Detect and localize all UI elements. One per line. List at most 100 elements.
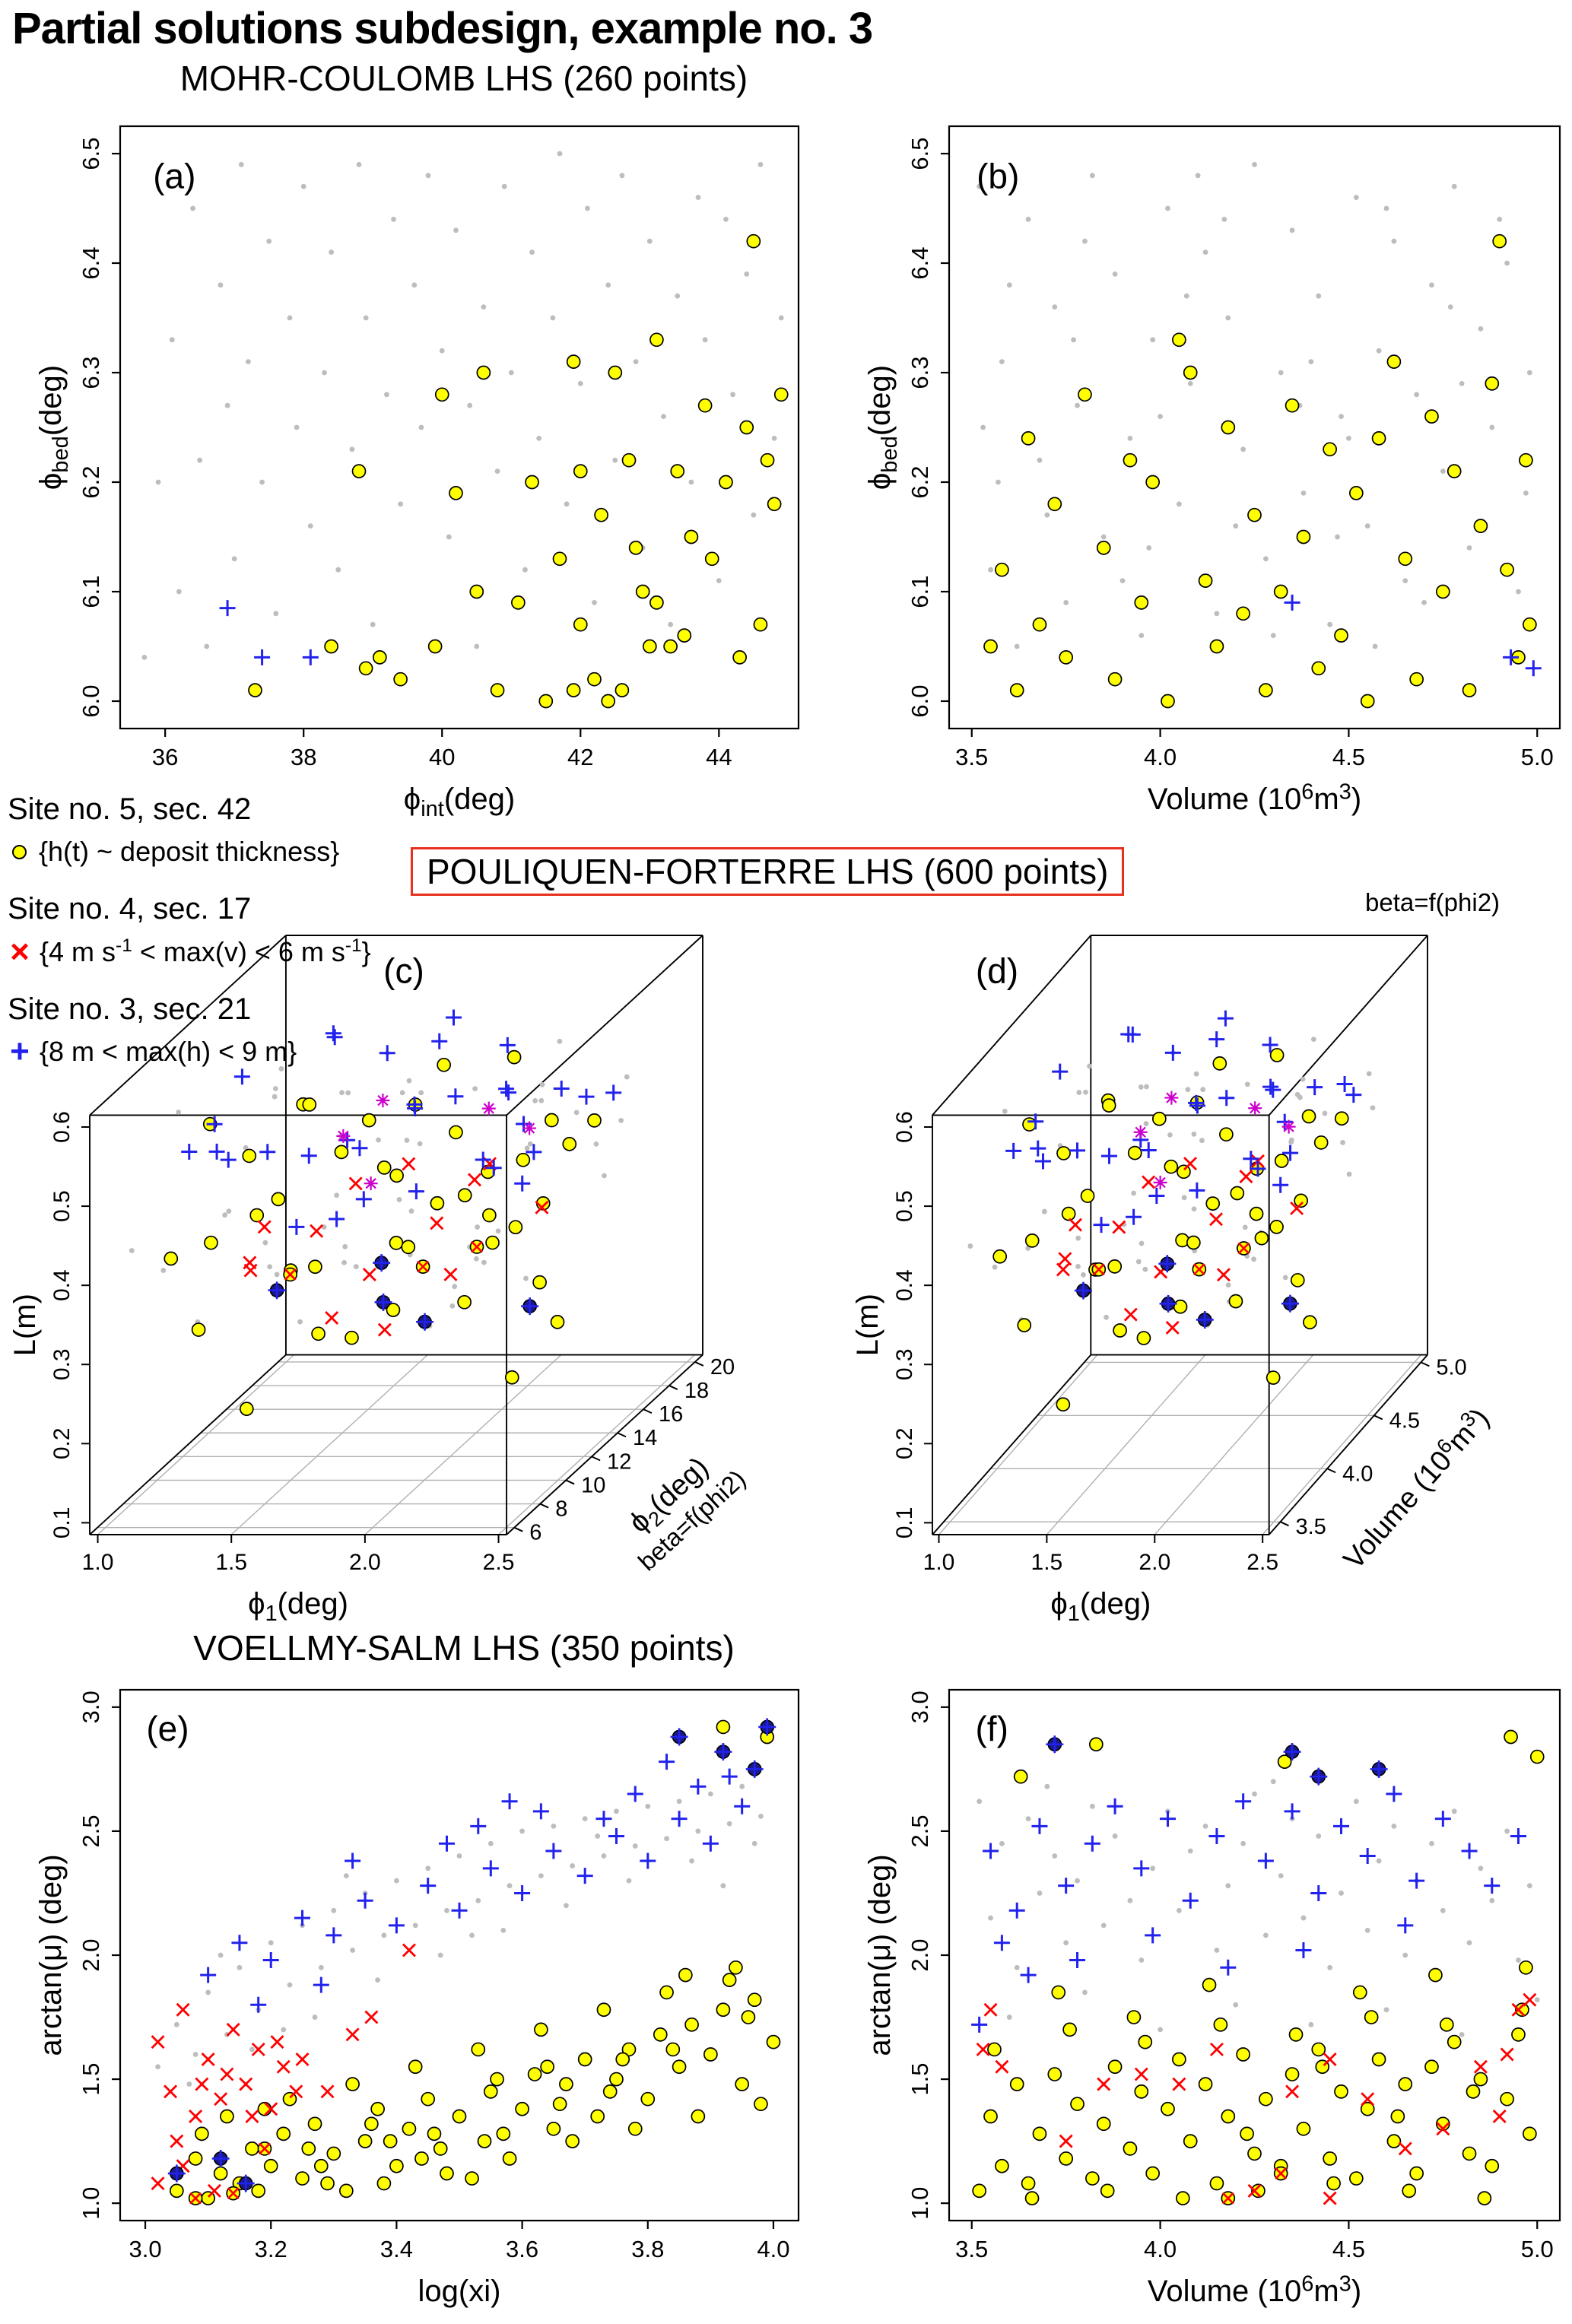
x-tick-label: 42: [567, 744, 593, 770]
x-tick-label: 4.5: [1332, 744, 1365, 770]
z-tick-label: 0.5: [49, 1190, 75, 1222]
depth-tick-label: 14: [633, 1426, 657, 1450]
z-tick-label: 0.4: [892, 1269, 917, 1301]
series-site5: [972, 1729, 1545, 2205]
legend-site3-desc: {8 m < max(h) < 9 m}: [40, 1036, 297, 1067]
legend-item-site4: Site no. 4, sec. 17 × {4 m s-1 < max(v) …: [8, 892, 433, 968]
z-axis-label: L(m): [11, 1294, 42, 1356]
series-site35: [268, 1254, 539, 1331]
x-tick-label: 4.0: [1144, 2236, 1177, 2262]
z-tick-label: 0.6: [49, 1111, 75, 1143]
x-axis-label: ϕ1(deg): [1050, 1587, 1151, 1626]
y-tick-label: 2.5: [907, 1814, 933, 1847]
series-site5: [983, 233, 1537, 709]
series-site5: [169, 1719, 781, 2205]
z-tick-label: 0.5: [892, 1190, 917, 1222]
z-tick-label: 0.3: [892, 1348, 917, 1380]
scatter-plot-f: 3.5 4.0 4.5 5.0 1.0 1.5 2.0 2.5 3.0 Volume (106m3…: [863, 1688, 1561, 2308]
depth-tick-label: 12: [607, 1449, 631, 1474]
figure-title: Partial solutions subdesign, example no.…: [12, 4, 873, 53]
z-tick-label: 0.3: [49, 1348, 75, 1380]
legend-site4-desc: {4 m s-1 < max(v) < 6 m s-1}: [40, 935, 371, 967]
x-tick-label: 4.0: [1144, 744, 1177, 770]
x-axis-label: ϕ1(deg): [248, 1587, 348, 1626]
section-title-pouliquen-forterre: POULIQUEN-FORTERRE LHS (600 points): [411, 847, 1125, 896]
y-tick-label: 6.3: [907, 356, 933, 389]
series-site45: [188, 2141, 272, 2205]
x-tick-label: 2.5: [483, 1550, 515, 1575]
y-axis-label: arctan(μ) (deg): [863, 1854, 897, 2056]
depth-tick-label: 10: [581, 1473, 605, 1497]
x-tick-label: 3.5: [955, 2236, 988, 2262]
depth-tick-label: 3.5: [1295, 1515, 1326, 1539]
depth-tick-label: 16: [659, 1402, 683, 1427]
y-tick-label: 1.5: [907, 2063, 933, 2096]
scatter3d-plot-d: 1.0 1.5 2.0 2.5 0.1 0.2 0.3 0.4 0.5 0.6 3.5 4.0 4.5 5…: [853, 935, 1496, 1626]
panel-label: (a): [153, 156, 195, 195]
depth-tick-label: 5.0: [1436, 1355, 1466, 1379]
y-tick-label: 1.5: [78, 2063, 104, 2096]
x-axis-label: Volume (106m3): [1148, 779, 1361, 816]
plot-box: [948, 1688, 1561, 2222]
series-site5: [248, 233, 789, 709]
depth-tick-label: 18: [684, 1379, 709, 1403]
deposit-thickness-circle-icon: [12, 844, 27, 859]
x-tick-label: 3.8: [631, 2236, 664, 2262]
y-tick-label: 3.0: [907, 1691, 933, 1723]
y-tick-label: 2.0: [907, 1938, 933, 1971]
z-tick-label: 0.2: [49, 1427, 75, 1459]
series-site45: [283, 1240, 484, 1282]
series-site45: [1091, 1241, 1251, 1277]
depth-tick-label: 20: [710, 1355, 735, 1379]
series-site5: [164, 1049, 602, 1416]
y-tick-label: 1.0: [78, 2187, 104, 2220]
y-tick-label: 6.4: [78, 246, 104, 279]
scatter-plot-a: 36 38 40 42 44 6.0 6.1 6.2 6.3 6.4 6.5 ϕint(deg) ϕbe…: [34, 125, 800, 821]
y-axis-label: ϕbed(deg): [34, 365, 73, 490]
series-site3: [1005, 1010, 1362, 1233]
velocity-x-marker-icon: ×: [10, 932, 30, 970]
y-axis-label: ϕbed(deg): [863, 365, 902, 490]
series-site4: [243, 1157, 549, 1337]
x-tick-label: 3.2: [255, 2236, 287, 2262]
y-tick-label: 6.2: [78, 465, 104, 498]
series-design: [155, 1783, 764, 2087]
legend-site3-label: Site no. 3, sec. 21: [8, 992, 252, 1026]
series-site34: [1133, 1091, 1296, 1189]
series-site3: [200, 1754, 751, 2013]
depth-tick-label: 4.0: [1342, 1462, 1373, 1486]
z-tick-label: 0.4: [49, 1269, 75, 1301]
x-tick-label: 1.0: [82, 1550, 114, 1575]
x-tick-label: 1.5: [1031, 1550, 1063, 1575]
y-tick-label: 3.0: [78, 1691, 104, 1723]
depth-tick-label: 6: [529, 1521, 541, 1545]
y-tick-label: 6.5: [907, 137, 933, 170]
series-site3: [219, 600, 319, 665]
y-axis-label: arctan(μ) (deg): [34, 1854, 68, 2056]
x-tick-label: 4.0: [757, 2236, 789, 2262]
plot-box: [948, 125, 1561, 730]
y-tick-label: 6.0: [907, 684, 933, 717]
x-tick-label: 44: [706, 744, 732, 770]
panel-label: (d): [976, 951, 1018, 991]
series-site3: [181, 1009, 622, 1235]
scatter-plot-b: 3.5 4.0 4.5 5.0 6.0 6.1 6.2 6.3 6.4 6.5 Volume (10…: [863, 125, 1561, 816]
legend-site4-label: Site no. 4, sec. 17: [8, 892, 252, 925]
y-tick-label: 6.5: [78, 137, 104, 170]
series-design: [141, 151, 784, 660]
y-tick-label: 6.1: [907, 575, 933, 608]
y-tick-label: 6.3: [78, 356, 104, 389]
series-design: [129, 1038, 630, 1329]
legend-item-site3: Site no. 3, sec. 21 + {8 m < max(h) < 9 …: [8, 992, 433, 1068]
plot-box: [119, 125, 800, 730]
scatter3d-plot-c: 1.0 1.5 2.0 2.5 0.1 0.2 0.3 0.4 0.5 0.6 68 10121416…: [11, 935, 751, 1626]
series-site3: [1284, 594, 1542, 677]
height-plus-marker-icon: +: [10, 1033, 30, 1070]
z-tick-label: 0.2: [892, 1427, 917, 1459]
legend-item-site5: Site no. 5, sec. 42 {h(t) ~ deposit thic…: [8, 792, 433, 868]
panel-label: (e): [146, 1709, 189, 1748]
x-tick-label: 5.0: [1521, 2236, 1554, 2262]
depth-tick-label: 4.5: [1389, 1408, 1420, 1433]
x-tick-label: 3.4: [380, 2236, 413, 2262]
x-tick-label: 3.6: [506, 2236, 538, 2262]
